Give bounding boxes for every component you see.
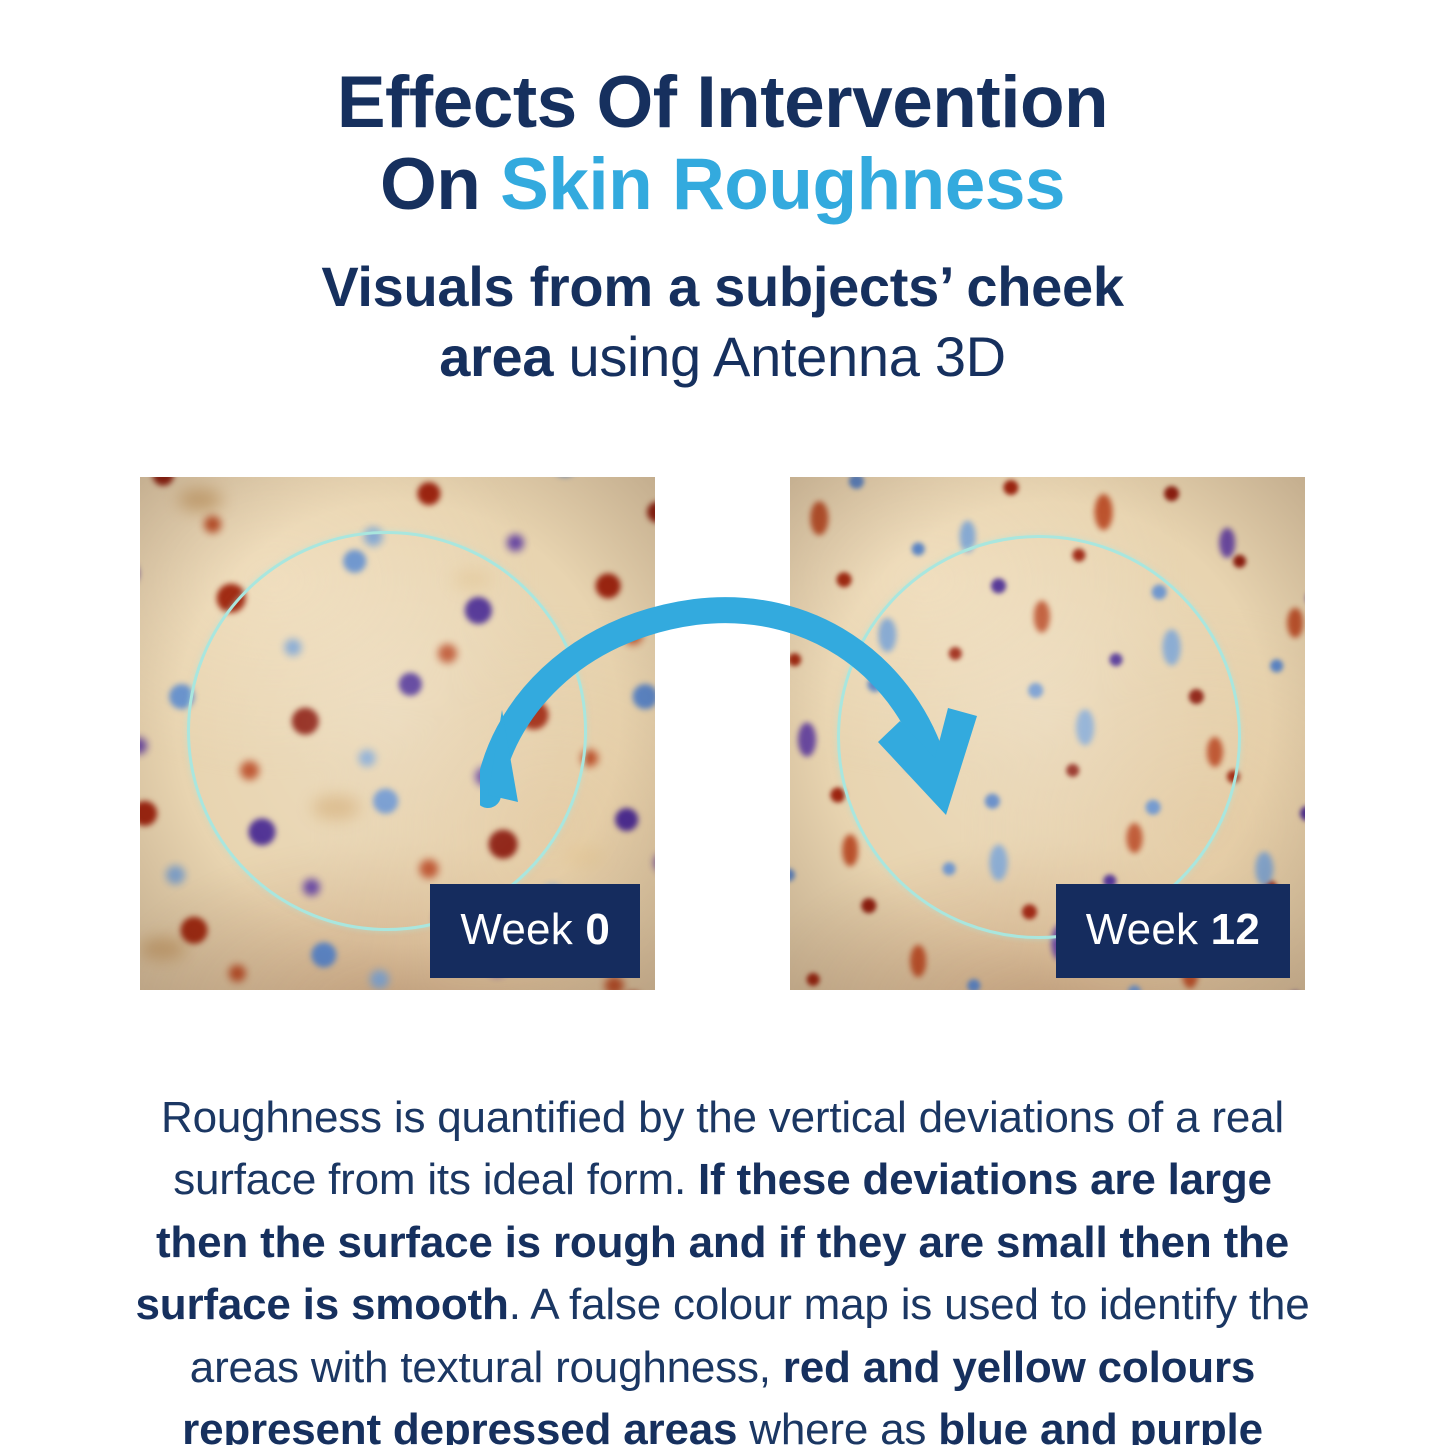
- measurement-circle-week-12: [837, 535, 1241, 939]
- body-paragraph: Roughness is quantified by the vertical …: [130, 1087, 1315, 1445]
- title-line-2-prefix: On: [379, 143, 501, 225]
- body-seg-2-bold: If these deviations are large then the s…: [135, 1155, 1290, 1330]
- week-badge-label-12: Week: [1085, 905, 1211, 954]
- status-badge-week-0: Week 0: [430, 884, 640, 978]
- skin-map-panel-week-0: Week 0: [140, 477, 655, 990]
- measurement-circle-week-0: [187, 531, 587, 931]
- subtitle-line-2-regular: using Antenna 3D: [553, 325, 1006, 389]
- comparison-panels: Week 0 Week 12: [140, 477, 1305, 990]
- title-line-1: Effects Of Intervention: [336, 62, 1109, 143]
- subtitle-line-1-bold: Visuals from a subjects’ cheek: [321, 254, 1124, 318]
- status-badge-week-12: Week 12: [1055, 884, 1290, 978]
- body-seg-4-bold: red and yellow colours represent depress…: [182, 1342, 1256, 1445]
- body-seg-3: . A false colour map is used to identify…: [189, 1280, 1310, 1392]
- subtitle-line-2: area using Antenna 3D: [0, 322, 1445, 393]
- heading-block: Effects Of Intervention On Skin Roughnes…: [0, 62, 1445, 393]
- body-seg-1: Roughness is quantified by the vertical …: [161, 1093, 1284, 1205]
- title-line-2: On Skin Roughness: [0, 144, 1445, 226]
- body-seg-5: where as: [737, 1405, 939, 1445]
- week-badge-value-12: 12: [1210, 905, 1260, 954]
- skin-map-panel-week-12: Week 12: [790, 477, 1305, 990]
- body-seg-6-bold: blue and purple colours represent elevat…: [938, 1405, 1263, 1445]
- page-subtitle: Visuals from a subjects’ cheek area usin…: [0, 252, 1445, 393]
- week-badge-value-0: 0: [585, 905, 610, 954]
- week-badge-label-0: Week: [460, 905, 586, 954]
- subtitle-line-1: Visuals from a subjects’ cheek: [0, 252, 1445, 323]
- page-title: Effects Of Intervention On Skin Roughnes…: [0, 62, 1445, 226]
- subtitle-line-2-bold: area: [439, 325, 554, 389]
- title-accent-skin-roughness: Skin Roughness: [500, 143, 1066, 225]
